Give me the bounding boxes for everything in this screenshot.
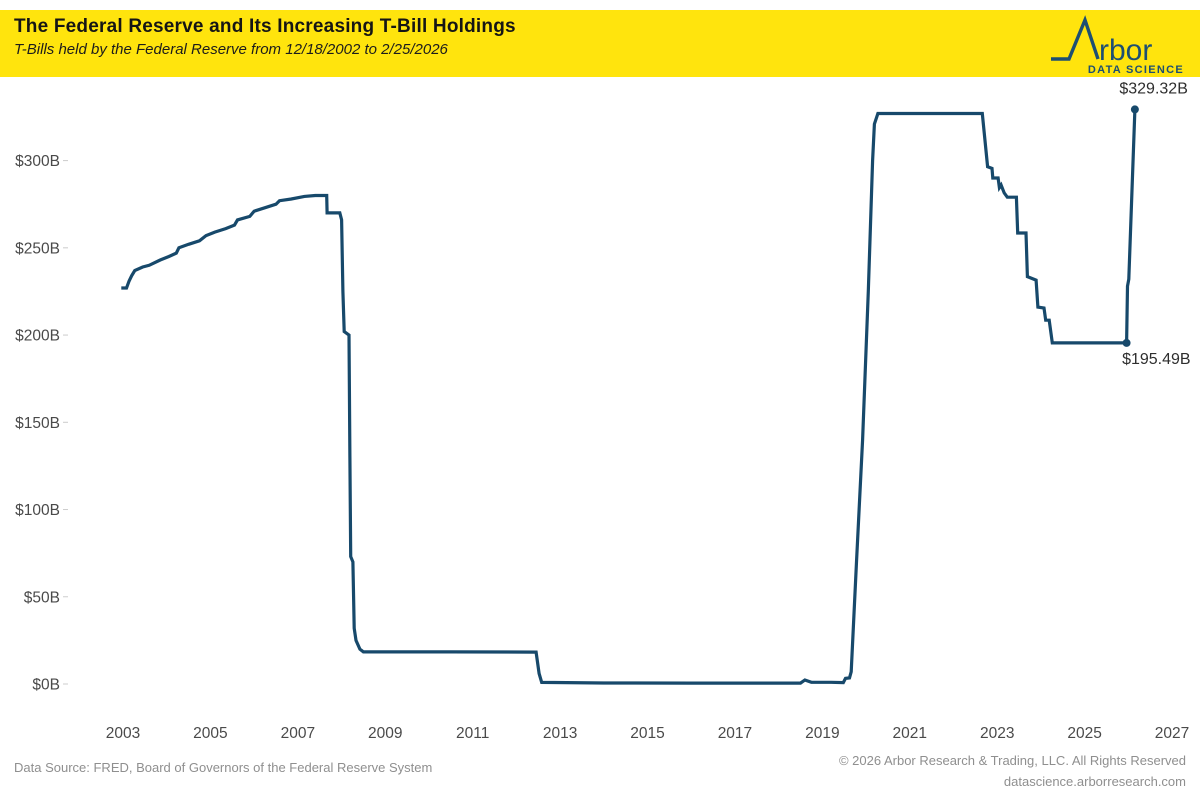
footer: Data Source: FRED, Board of Governors of… [14,748,1186,794]
footer-right: © 2026 Arbor Research & Trading, LLC. Al… [839,750,1186,792]
chart-title: The Federal Reserve and Its Increasing T… [14,16,516,37]
tbill-holdings-line [121,109,1137,685]
x-axis-tick-label: 2007 [281,725,315,742]
x-axis-tick-label: 2015 [630,725,664,742]
header-titles: The Federal Reserve and Its Increasing T… [14,16,516,58]
y-axis-tick-label: $150B [15,415,60,432]
x-axis-tick-label: 2017 [718,725,752,742]
y-axis-tick-label: $100B [15,502,60,519]
value-annotation: $329.32B [1119,80,1188,97]
chart-svg: $0B $50B $100B $150B $200B $250B $300B 2003 2005… [15,80,1191,742]
x-axis-tick-label: 2027 [1155,725,1189,742]
y-axis-tick-label: $250B [15,240,60,257]
y-axis-tick-label: $50B [24,589,60,606]
x-axis-tick-label: 2025 [1067,725,1101,742]
x-axis-tick-label: 2011 [456,725,489,742]
x-axis-tick-label: 2009 [368,725,402,742]
value-annotation: $195.49B [1122,351,1191,368]
data-point-marker [1122,338,1131,347]
header-banner: The Federal Reserve and Its Increasing T… [0,10,1200,77]
arbor-logo: rbor DATA SCIENCE [1048,13,1186,82]
y-axis-tick-label: $0B [32,677,60,694]
logo-peak-icon [1051,15,1100,61]
x-axis-tick-label: 2021 [893,725,927,742]
logo-tagline: DATA SCIENCE [1088,64,1184,76]
y-axis-tick-label: $300B [15,153,60,170]
chart-subtitle: T-Bills held by the Federal Reserve from… [14,41,448,58]
x-axis-tick-label: 2003 [106,725,140,742]
data-point-marker [1130,105,1139,114]
data-source-note: Data Source: FRED, Board of Governors of… [14,760,433,775]
x-axis-tick-label: 2013 [543,725,577,742]
x-axis-tick-label: 2023 [980,725,1014,742]
x-axis-tick-label: 2005 [193,725,227,742]
website-link[interactable]: datascience.arborresearch.com [1003,774,1186,789]
y-axis-tick-label: $200B [15,328,60,345]
copyright-note: © 2026 Arbor Research & Trading, LLC. Al… [838,753,1186,768]
logo-word: rbor [1099,34,1152,67]
x-axis-tick-label: 2019 [805,725,839,742]
